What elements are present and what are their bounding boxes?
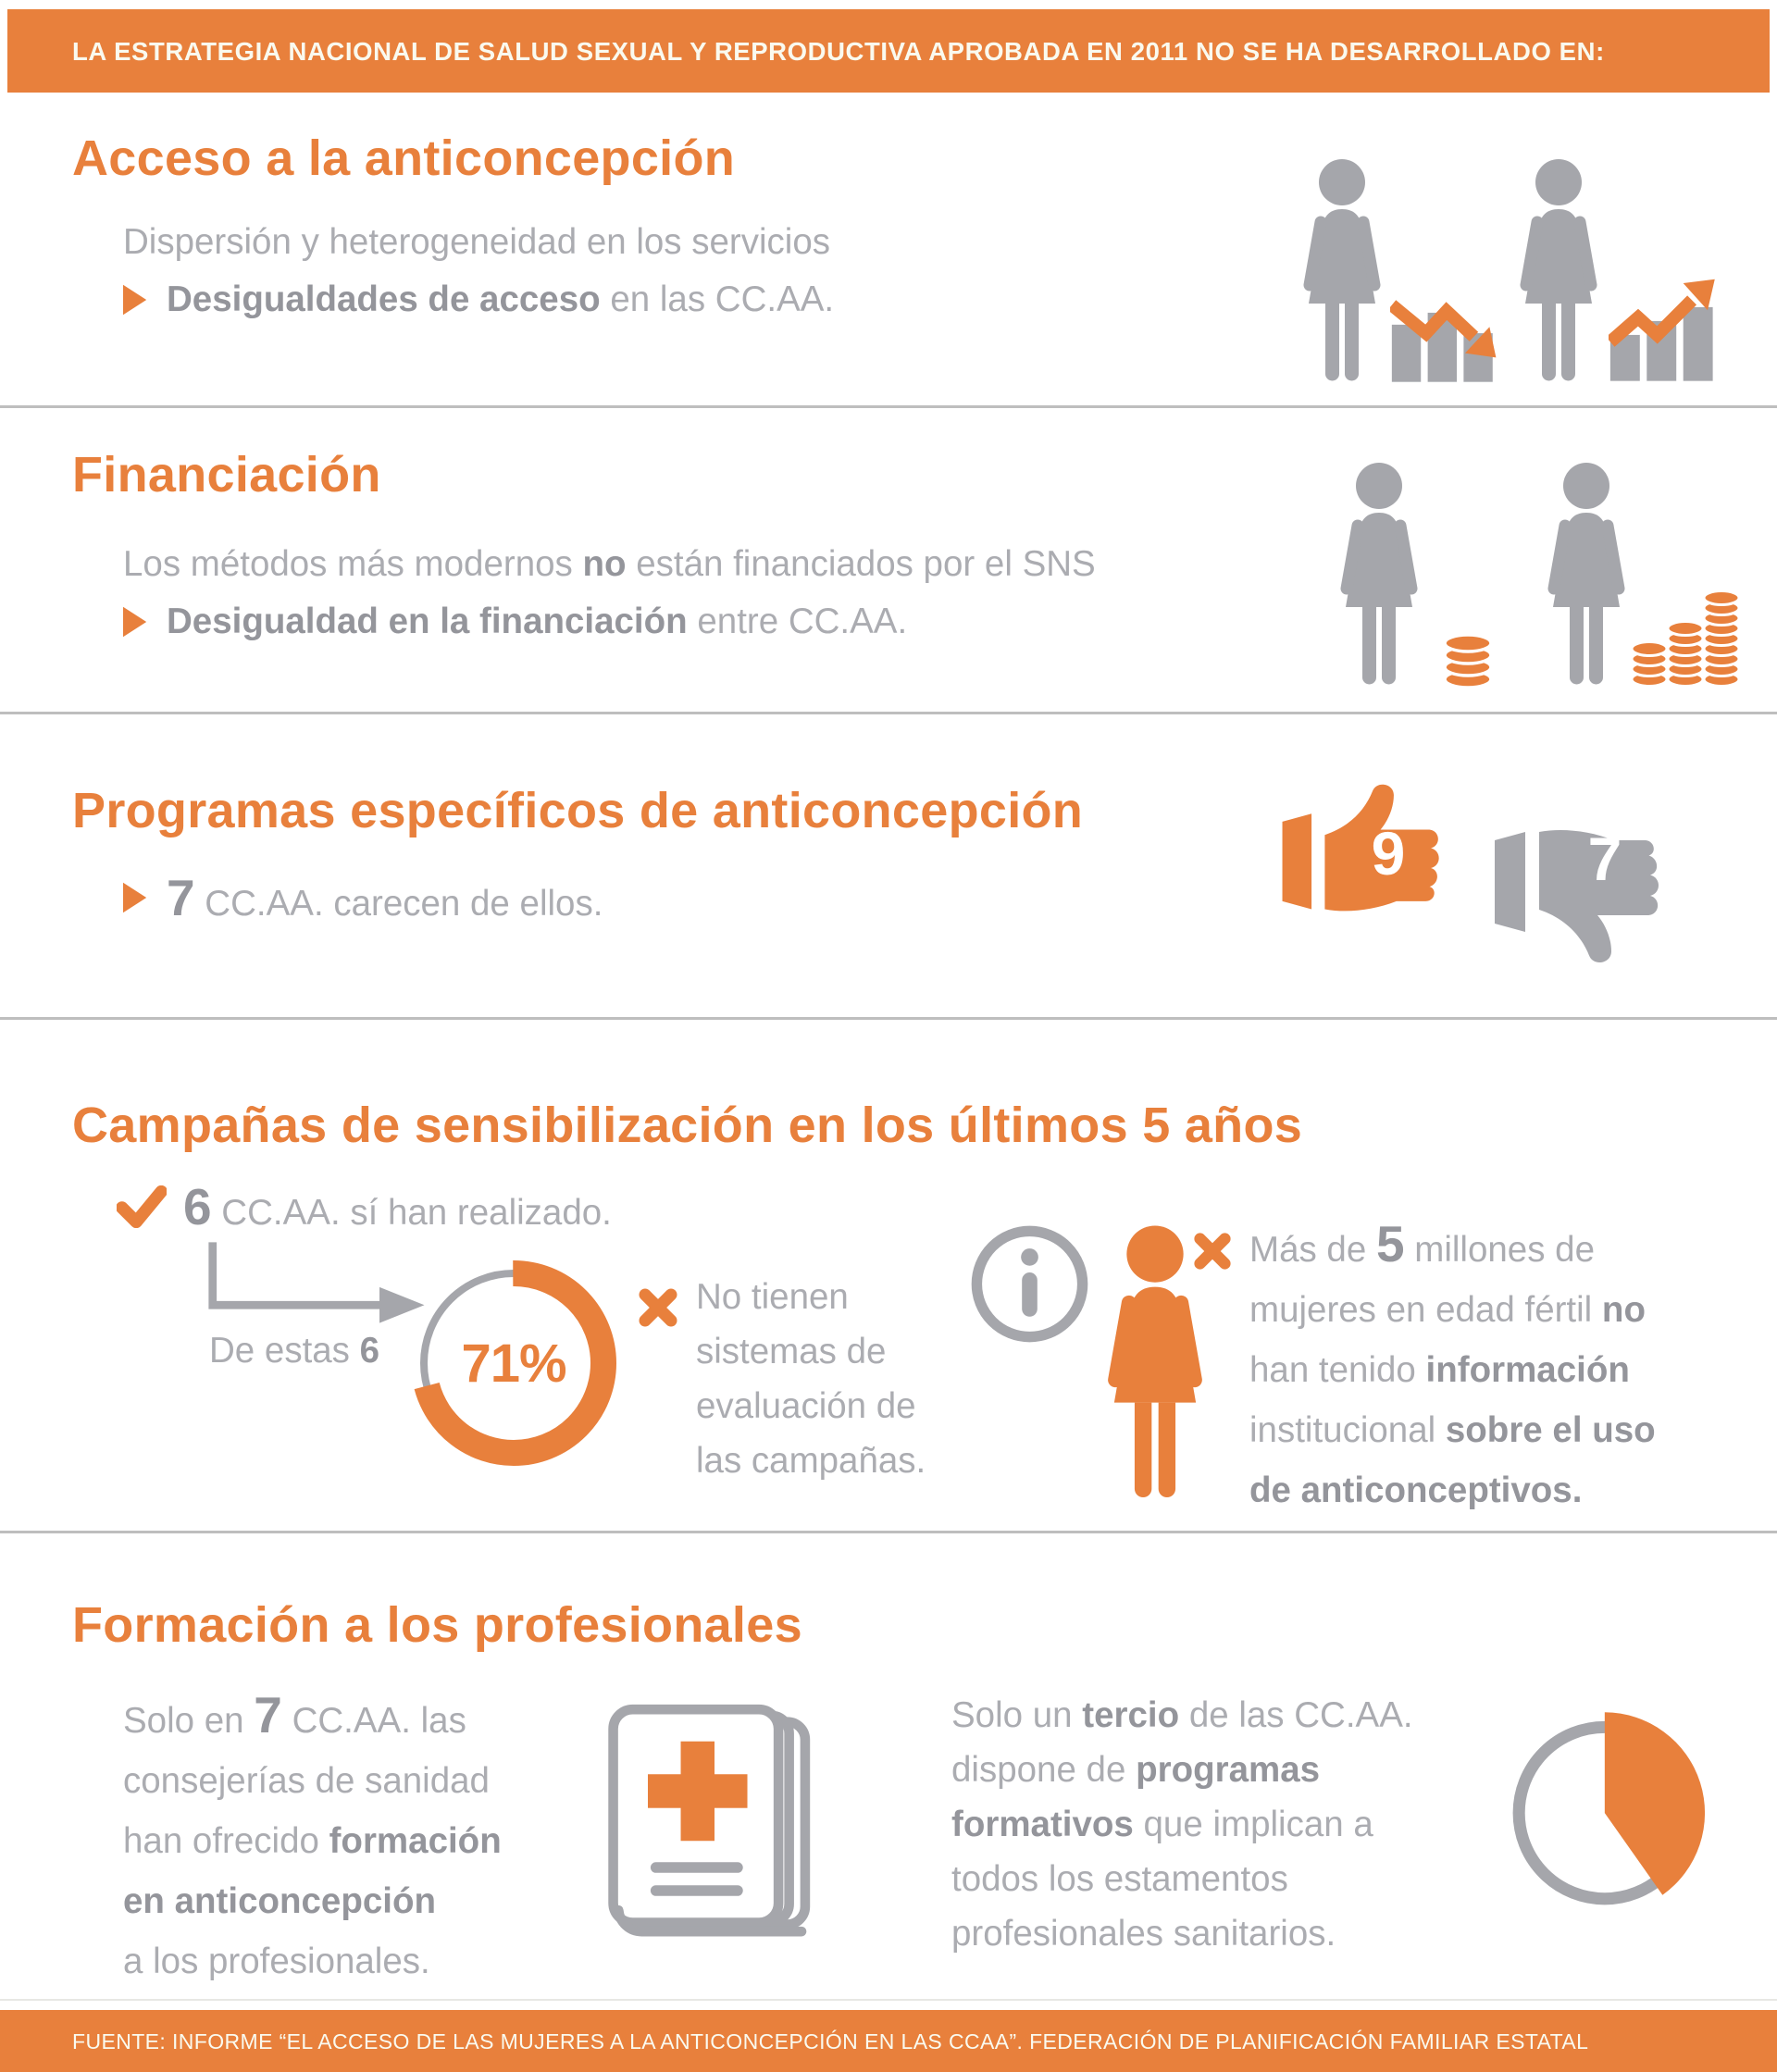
woman-figure-icon — [1322, 461, 1436, 690]
acceso-line2: Desigualdades de acceso en las CC.AA. — [123, 279, 834, 320]
acceso-line2-rest: en las CC.AA. — [600, 279, 835, 319]
financiacion-line1-bold: no — [582, 544, 627, 584]
banner-text: LA ESTRATEGIA NACIONAL DE SALUD SEXUAL Y… — [72, 37, 1605, 66]
coin-stacks-growing-icon — [1631, 589, 1740, 688]
section-divider — [0, 1531, 1777, 1533]
campanas-check-number: 6 — [183, 1178, 212, 1235]
section-title-campanas: Campañas de sensibilización en los últim… — [72, 1098, 1303, 1153]
programas-stat-number: 7 — [167, 869, 195, 926]
info-icon — [971, 1225, 1088, 1343]
top-banner: LA ESTRATEGIA NACIONAL DE SALUD SEXUAL Y… — [7, 9, 1770, 93]
campanas-info-text: Más de 5 millones de mujeres en edad fér… — [1249, 1215, 1656, 1511]
section-title-programas: Programas específicos de anticoncepción — [72, 783, 1084, 838]
thumbs-up-icon: 9 — [1275, 779, 1470, 938]
x-mark-icon — [637, 1286, 679, 1329]
campanas-check-rest: CC.AA. sí han realizado. — [211, 1193, 612, 1233]
elbow-arrow-icon — [208, 1242, 425, 1323]
bar-chart-declining-icon — [1390, 300, 1497, 382]
formacion-right-text: Solo un tercio de las CC.AA. dispone de … — [951, 1695, 1413, 1954]
financiacion-line2: Desigualdad en la financiación entre CC.… — [123, 602, 907, 642]
footer-bar: FUENTE: INFORME “EL ACCESO DE LAS MUJERE… — [0, 2010, 1777, 2072]
donut-chart-71pct: 71% — [398, 1247, 629, 1479]
arrow-right-bullet-icon — [123, 606, 147, 638]
campanas-no-eval-text: No tienen sistemas de evaluación de las … — [696, 1277, 926, 1481]
financiacion-line1: Los métodos más modernos no están financ… — [123, 544, 1096, 584]
coin-stack-small-icon — [1443, 633, 1493, 689]
section-title-financiacion: Financiación — [72, 447, 381, 502]
section-divider — [0, 405, 1777, 408]
campanas-check-line: 6 CC.AA. sí han realizado. — [117, 1177, 612, 1236]
donut-chart-rings — [411, 1260, 616, 1466]
medical-cross-icon — [648, 1741, 748, 1842]
donut-chart-value: 71% — [461, 1333, 566, 1394]
footer-source-text: FUENTE: INFORME “EL ACCESO DE LAS MUJERE… — [72, 2029, 1589, 2053]
medical-guide-book-icon — [608, 1704, 811, 1937]
acceso-line2-bold: Desigualdades de acceso — [167, 279, 601, 319]
x-mark-icon — [1192, 1231, 1233, 1272]
thumbs-down-count: 7 — [1587, 825, 1622, 893]
woman-figure-icon — [1529, 461, 1644, 690]
financiacion-line2-rest: entre CC.AA. — [687, 602, 908, 641]
section-title-acceso: Acceso a la anticoncepción — [72, 130, 736, 186]
programas-stat: 7 CC.AA. carecen de ellos. — [123, 868, 603, 927]
financiacion-line2-bold: Desigualdad en la financiación — [167, 602, 688, 641]
arrow-right-bullet-icon — [123, 284, 147, 316]
campanas-subset-label: De estas 6 — [209, 1331, 380, 1371]
pie-chart-one-third-icon — [1512, 1712, 1706, 1905]
section-divider — [0, 1017, 1777, 1020]
programas-stat-rest: CC.AA. carecen de ellos. — [194, 884, 603, 924]
check-icon — [117, 1185, 167, 1228]
acceso-line1: Dispersión y heterogeneidad en los servi… — [123, 222, 831, 262]
section-title-formacion: Formación a los profesionales — [72, 1597, 802, 1653]
thumbs-up-count: 9 — [1371, 819, 1406, 887]
thumbs-down-icon: 7 — [1492, 801, 1686, 968]
arrow-right-bullet-icon — [123, 882, 147, 913]
woman-figure-icon — [1285, 157, 1399, 387]
footer-divider — [0, 1999, 1777, 2001]
section-divider — [0, 712, 1777, 714]
bar-chart-rising-icon — [1609, 279, 1715, 381]
woman-figure-icon — [1501, 157, 1616, 387]
formacion-left-text: Solo en 7 CC.AA. las consejerías de sani… — [123, 1686, 502, 1982]
